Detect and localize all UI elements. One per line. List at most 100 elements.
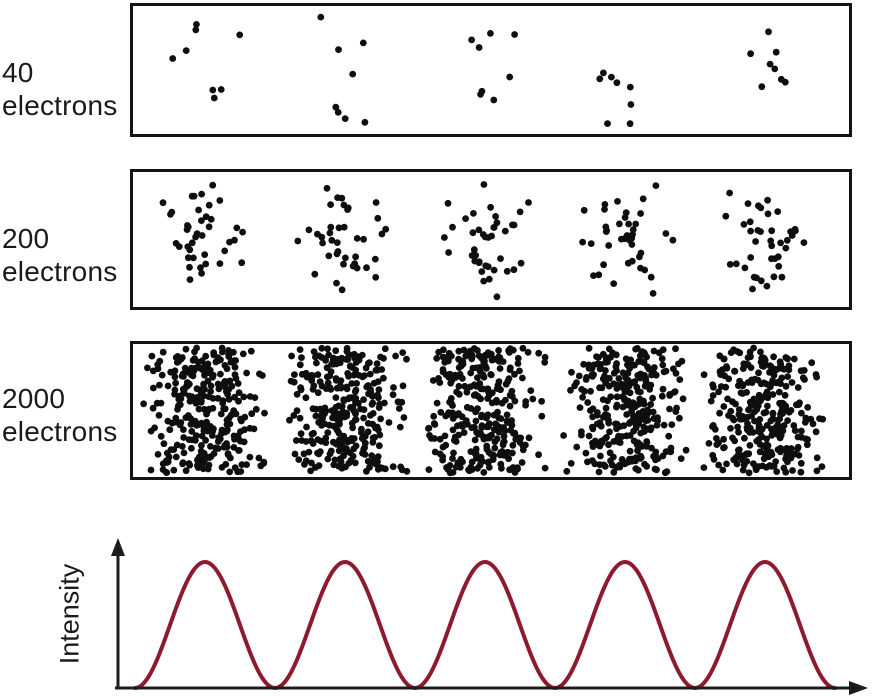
electron-dot — [349, 452, 357, 460]
electron-dot — [467, 383, 474, 391]
electron-dot — [582, 376, 590, 383]
electron-dot — [184, 254, 192, 262]
electron-dot — [475, 44, 483, 51]
electron-dot — [760, 455, 768, 463]
electron-dot — [328, 236, 336, 244]
x-axis-arrow-icon — [849, 681, 868, 695]
electron-dot — [425, 424, 433, 432]
electron-dot — [494, 408, 501, 416]
electron-dot — [606, 428, 613, 436]
electron-dot — [649, 394, 656, 402]
electron-dot — [207, 443, 214, 450]
electron-dot — [639, 195, 647, 203]
electron-dot — [392, 352, 399, 360]
electron-dot — [632, 345, 639, 353]
electron-dot — [217, 86, 225, 93]
electron-dot — [147, 466, 155, 474]
electron-dot — [757, 348, 764, 356]
electron-dot — [764, 196, 771, 204]
electron-dot — [154, 361, 162, 368]
electron-dot — [650, 347, 658, 355]
electron-dot — [761, 356, 769, 364]
electron-dot — [318, 409, 326, 417]
electron-dot — [303, 423, 310, 431]
electron-dot — [332, 377, 340, 384]
electron-dot — [345, 395, 352, 403]
electron-dot — [337, 455, 344, 463]
electron-dot — [480, 433, 487, 440]
electron-dot — [372, 273, 380, 281]
electron-dot — [619, 403, 627, 411]
electron-dot — [189, 356, 197, 364]
electron-dot — [311, 270, 319, 278]
electron-dot — [621, 214, 629, 221]
electron-dot — [324, 379, 332, 387]
electron-dot — [246, 393, 254, 400]
electron-dot — [511, 469, 519, 476]
electron-dot — [648, 444, 655, 452]
electron-dot — [604, 397, 611, 405]
electron-dot — [747, 353, 754, 361]
electron-dot — [651, 465, 659, 473]
electron-dot — [487, 350, 495, 358]
electron-dot — [378, 230, 386, 238]
electron-dot — [682, 446, 690, 454]
electron-dot — [330, 412, 338, 420]
electron-dot — [319, 239, 326, 247]
electron-dot — [610, 280, 618, 287]
electron-dot — [342, 254, 349, 262]
electron-dot — [350, 350, 358, 358]
electron-dot — [478, 424, 486, 431]
electron-dot — [342, 463, 349, 471]
electron-dot — [725, 412, 732, 419]
electron-dot — [322, 439, 330, 447]
electron-dot — [474, 405, 481, 412]
electron-dot — [484, 234, 492, 241]
electron-dot — [640, 358, 648, 366]
electron-dot — [642, 425, 650, 433]
electron-dot — [195, 405, 203, 413]
electron-dot — [190, 192, 198, 200]
electron-dot — [377, 353, 384, 361]
electron-dot — [781, 78, 789, 86]
electron-dot — [205, 223, 213, 231]
electron-dot — [723, 363, 730, 370]
electron-dot — [200, 392, 207, 400]
electron-dot — [493, 219, 501, 227]
electron-dot — [493, 421, 500, 429]
electron-dot — [340, 260, 347, 268]
electron-dot — [205, 461, 213, 469]
electron-dot — [334, 355, 342, 363]
electron-dot — [725, 375, 733, 383]
electron-dot — [666, 392, 674, 399]
electron-dot — [310, 348, 318, 355]
electron-dot — [541, 353, 549, 361]
electron-dot — [485, 448, 493, 456]
electron-dot — [217, 410, 225, 418]
electron-dot — [460, 346, 468, 354]
electron-dot — [495, 347, 502, 354]
electron-dot — [374, 458, 381, 465]
electron-dot — [590, 272, 597, 279]
electron-dot — [360, 406, 368, 413]
electron-dot — [173, 418, 181, 426]
electron-dot — [745, 406, 752, 414]
electron-dot — [475, 258, 483, 266]
electron-dot — [202, 352, 210, 360]
electron-dot — [309, 386, 317, 393]
electron-dot — [186, 263, 193, 271]
intensity-curve-svg — [111, 538, 868, 695]
electron-dot — [700, 371, 708, 379]
electron-dot — [469, 229, 477, 237]
electron-dot — [610, 380, 618, 388]
electron-dot — [246, 424, 254, 432]
electron-dot — [190, 254, 197, 262]
electron-dot — [462, 215, 469, 222]
electron-dot — [170, 446, 178, 453]
electron-dot — [772, 424, 779, 432]
electron-dot — [596, 365, 604, 373]
electron-dot — [626, 120, 634, 128]
electron-dot — [248, 410, 256, 418]
electron-dot — [164, 382, 172, 390]
electron-dot — [375, 442, 383, 450]
